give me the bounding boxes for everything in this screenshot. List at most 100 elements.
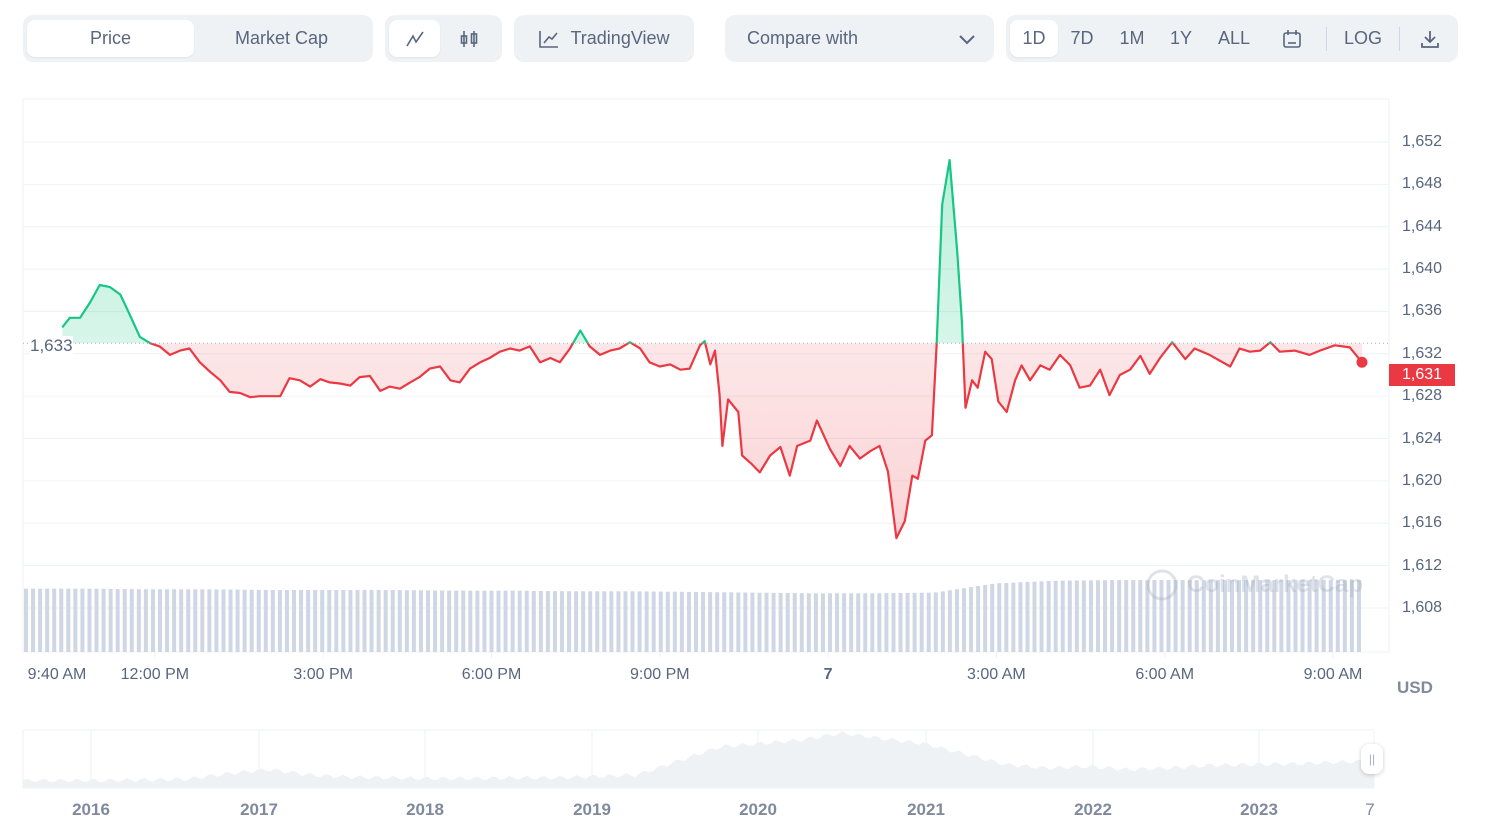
volume-bar — [496, 590, 501, 652]
tradingview-button[interactable]: TradingView — [514, 15, 694, 62]
volume-bar — [1032, 581, 1037, 652]
volume-bar — [165, 589, 170, 652]
volume-bar — [1011, 582, 1016, 652]
date-picker-button[interactable] — [1264, 20, 1320, 57]
volume-bar — [1321, 580, 1326, 652]
volume-bar — [87, 588, 92, 652]
volume-bar — [193, 589, 198, 652]
volume-bar — [940, 591, 945, 652]
volume-bar — [1349, 580, 1354, 652]
volume-bar — [990, 583, 995, 652]
volume-bar — [1074, 580, 1079, 652]
volume-bar — [1342, 580, 1347, 652]
download-button[interactable] — [1406, 20, 1454, 57]
y-tick-label: 1,644 — [1402, 217, 1443, 235]
price-chart[interactable] — [0, 0, 1496, 700]
x-tick-label: 3:00 AM — [967, 666, 1026, 683]
volume-bar — [292, 589, 296, 652]
volume-bar — [1230, 580, 1234, 652]
volume-bar — [870, 593, 875, 652]
volume-bar — [672, 591, 677, 652]
volume-bar — [531, 590, 536, 652]
navigator-year-label: 2023 — [1240, 800, 1278, 819]
volume-bar — [1110, 580, 1115, 652]
volume-bar — [1208, 580, 1213, 652]
volume-bar — [764, 592, 769, 652]
volume-bar — [1307, 580, 1312, 652]
volume-bar — [637, 591, 642, 652]
volume-bar — [1004, 582, 1009, 652]
navigator-handle[interactable]: || — [1361, 744, 1383, 774]
volume-bar — [158, 589, 162, 652]
x-tick-label: 9:40 AM — [27, 666, 87, 683]
volume-bar — [306, 589, 311, 652]
volume-bar — [454, 590, 459, 652]
volume-bar — [1145, 580, 1150, 652]
volume-bar — [1124, 580, 1129, 652]
volume-bar — [701, 592, 706, 652]
volume-bar — [1159, 580, 1164, 652]
volume-bar — [842, 593, 847, 652]
volume-bar — [517, 590, 522, 652]
volume-bar — [891, 593, 896, 652]
volume-bar — [31, 588, 36, 652]
volume-bar — [828, 593, 832, 652]
volume-bar — [997, 583, 1002, 652]
volume-bar — [341, 589, 346, 652]
volume-bar — [729, 592, 734, 652]
candlestick-button[interactable] — [440, 20, 498, 57]
price-line-down — [148, 343, 1363, 540]
volume-bar — [1131, 580, 1136, 652]
volume-bar — [1215, 580, 1220, 652]
volume-bar — [905, 592, 910, 652]
volume-bar — [552, 591, 557, 652]
volume-bar — [926, 592, 931, 652]
log-scale-button[interactable]: LOG — [1343, 28, 1382, 48]
volume-bar — [101, 588, 106, 652]
volume-bar — [623, 591, 628, 652]
volume-bar — [263, 589, 268, 652]
range-1d[interactable]: 1D — [1010, 20, 1058, 57]
volume-bar — [1187, 580, 1192, 652]
tab-price[interactable]: Price — [27, 20, 194, 57]
volume-bar — [1335, 580, 1340, 652]
current-price-badge: 1,631 — [1389, 364, 1455, 386]
volume-bar — [418, 590, 423, 652]
volume-bar — [1067, 580, 1072, 652]
volume-bar — [983, 584, 988, 652]
watermark-text: CoinMarketCap — [1187, 571, 1364, 598]
volume-bar — [1293, 580, 1298, 652]
volume-bar — [799, 593, 804, 652]
volume-bar — [524, 590, 529, 652]
range-1y[interactable]: 1Y — [1169, 28, 1193, 48]
volume-bar — [24, 588, 28, 652]
volume-bar — [136, 589, 141, 652]
volume-bar — [249, 589, 254, 652]
line-chart-button[interactable] — [389, 20, 440, 57]
volume-bar — [1356, 580, 1361, 652]
candlestick-icon — [460, 30, 478, 47]
tab-market-cap[interactable]: Market Cap — [234, 28, 329, 48]
y-tick-label: 1,624 — [1402, 429, 1443, 447]
volume-bar — [969, 587, 974, 652]
compare-dropdown[interactable]: Compare with — [725, 15, 994, 62]
volume-bar — [595, 591, 600, 652]
volume-bar — [1046, 581, 1051, 652]
volume-bar — [609, 591, 614, 652]
range-1m[interactable]: 1M — [1119, 28, 1145, 48]
volume-bar — [1173, 580, 1178, 652]
volume-bar — [792, 593, 797, 652]
y-tick-label: 1,628 — [1402, 387, 1443, 405]
volume-bar — [228, 589, 233, 652]
volume-bar — [426, 590, 430, 652]
volume-bar — [588, 591, 593, 652]
range-7d[interactable]: 7D — [1070, 28, 1094, 48]
volume-bar — [581, 591, 586, 652]
range-tabs: 1D 7D 1M 1Y ALL LOG — [1006, 15, 1458, 62]
navigator-area — [23, 731, 1374, 788]
volume-bar — [538, 590, 543, 652]
volume-bar — [66, 588, 71, 652]
range-all[interactable]: ALL — [1217, 28, 1251, 48]
volume-bar — [242, 589, 247, 652]
volume-bar — [560, 591, 564, 652]
